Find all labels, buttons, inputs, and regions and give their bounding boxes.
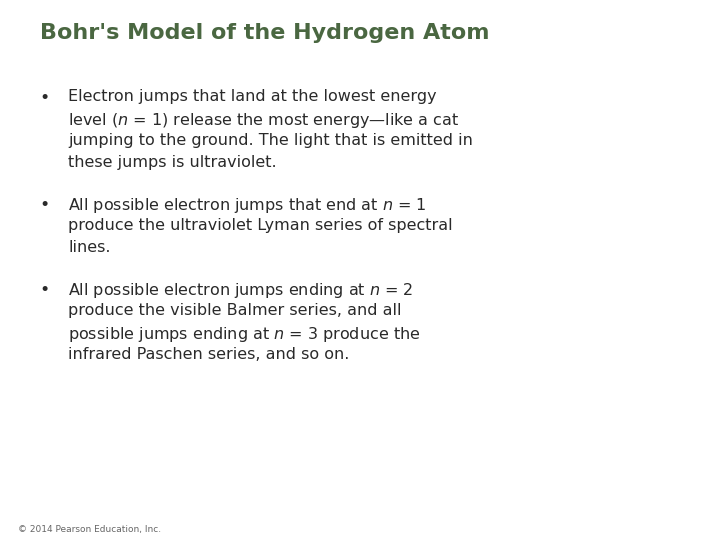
Text: •: • (40, 281, 50, 299)
Text: All possible electron jumps that end at $n$ = 1: All possible electron jumps that end at … (68, 196, 427, 215)
Text: Bohr's Model of the Hydrogen Atom: Bohr's Model of the Hydrogen Atom (40, 23, 489, 43)
Text: Electron jumps that land at the lowest energy: Electron jumps that land at the lowest e… (68, 89, 437, 104)
Text: possible jumps ending at $n$ = 3 produce the: possible jumps ending at $n$ = 3 produce… (68, 325, 420, 345)
Text: infrared Paschen series, and so on.: infrared Paschen series, and so on. (68, 347, 350, 362)
Text: these jumps is ultraviolet.: these jumps is ultraviolet. (68, 155, 277, 170)
Text: •: • (40, 89, 50, 107)
Text: level ($n$ = 1) release the most energy—like a cat: level ($n$ = 1) release the most energy—… (68, 111, 459, 130)
Text: lines.: lines. (68, 240, 111, 255)
Text: •: • (40, 196, 50, 214)
Text: produce the visible Balmer series, and all: produce the visible Balmer series, and a… (68, 303, 402, 318)
Text: jumping to the ground. The light that is emitted in: jumping to the ground. The light that is… (68, 133, 473, 148)
Text: All possible electron jumps ending at $n$ = 2: All possible electron jumps ending at $n… (68, 281, 414, 300)
Text: © 2014 Pearson Education, Inc.: © 2014 Pearson Education, Inc. (18, 524, 161, 534)
Text: produce the ultraviolet Lyman series of spectral: produce the ultraviolet Lyman series of … (68, 218, 453, 233)
